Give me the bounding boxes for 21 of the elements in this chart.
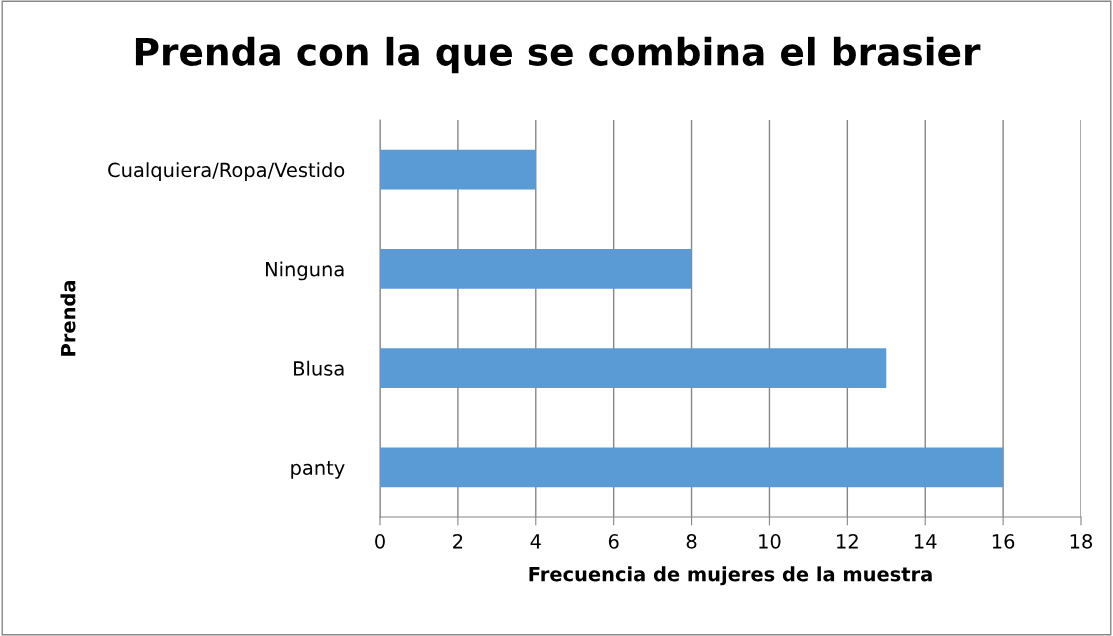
x-tick-label: 18 bbox=[1070, 534, 1093, 549]
y-tick-label: Ninguna bbox=[266, 261, 344, 281]
x-tick-label: 8 bbox=[686, 534, 697, 549]
y-tick-label: Blusa bbox=[294, 360, 344, 376]
bar bbox=[380, 249, 692, 289]
bar bbox=[380, 149, 536, 190]
y-tick-label: Cualquiera/Ropa/Vestido bbox=[108, 162, 345, 182]
x-tick-label: 4 bbox=[530, 534, 541, 549]
x-tick-label: 12 bbox=[837, 534, 858, 549]
y-axis-title: Prenda bbox=[60, 281, 76, 356]
bar bbox=[380, 348, 887, 388]
bar bbox=[380, 447, 1004, 488]
y-tick-label: panty bbox=[291, 461, 345, 479]
chart-title: Prenda con la que se combina el brasier bbox=[135, 36, 981, 74]
x-tick-label: 10 bbox=[759, 534, 781, 549]
x-tick-label: 2 bbox=[453, 534, 463, 549]
x-axis-title: Frecuencia de mujeres de la muestra bbox=[529, 566, 932, 586]
x-tick-label: 6 bbox=[608, 534, 619, 549]
x-tick-label: 14 bbox=[914, 534, 937, 549]
x-tick-label: 0 bbox=[375, 534, 385, 549]
x-tick-label: 16 bbox=[992, 534, 1015, 549]
